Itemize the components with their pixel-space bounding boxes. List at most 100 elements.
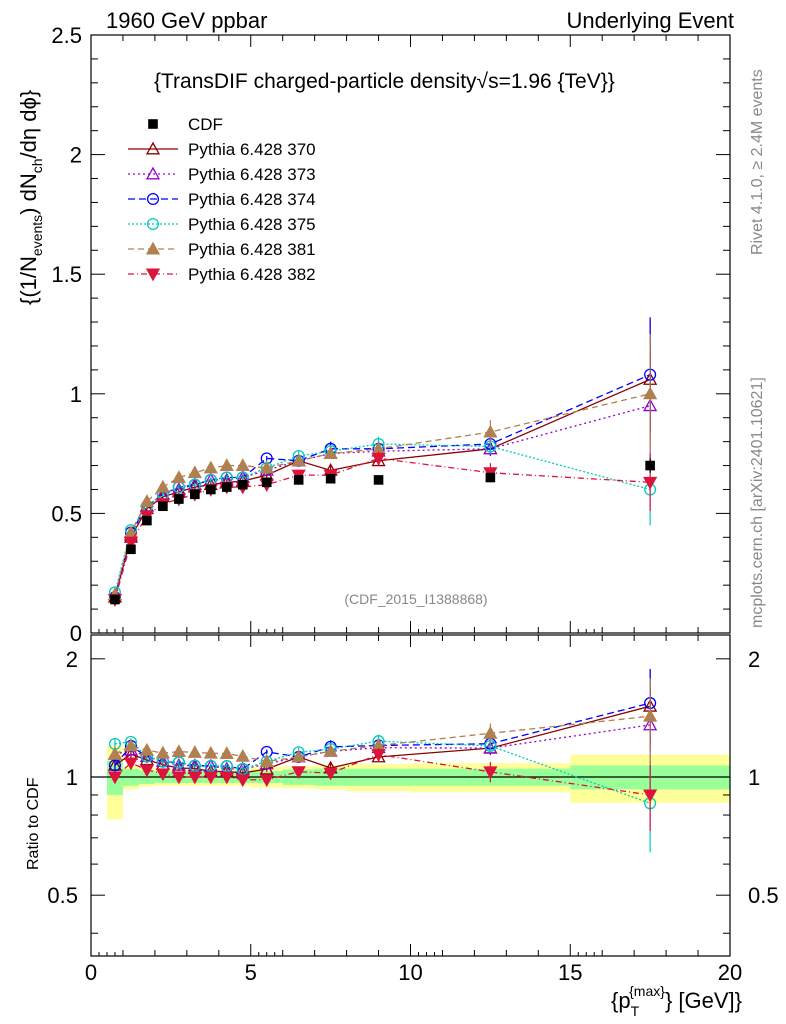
series-ratio-line: [114, 740, 651, 804]
x-label-sup: {max}: [629, 983, 665, 999]
series-ratio-point: [123, 757, 139, 771]
series-pythia-6.428-370: [107, 319, 658, 779]
chart-title-sqrt: √: [477, 70, 489, 93]
y-axis-label: {(1/Nevents) dNch/dη dϕ}: [16, 90, 45, 305]
series-pythia-6.428-373: [107, 345, 658, 778]
series-point: [123, 536, 139, 550]
main-plot-frame: [90, 34, 731, 634]
series-ratio-point: [139, 742, 155, 756]
chart-title: {TransDIF charged-particle density√s=1.9…: [154, 70, 615, 93]
series-ratio-point: [204, 759, 217, 773]
axis-ticks: 0 5 10 15 20 0 0.5 1 1.5 2 2.5 0.5 0.5 1 1 2 2: [47, 23, 778, 985]
series-ratio-point: [291, 749, 306, 763]
cdf-point: [261, 477, 272, 488]
cdf-point: [221, 482, 232, 492]
legend-item: Pythia 6.428 382: [128, 265, 316, 284]
series-line: [114, 374, 651, 598]
series-ratio-point: [235, 748, 250, 762]
cdf-point: [110, 594, 120, 605]
y-tick-label: 1: [70, 382, 82, 407]
series-ratio-point: [219, 746, 234, 759]
series-point: [643, 476, 658, 490]
cdf-point: [190, 489, 200, 500]
ratio-plot-frame: [90, 634, 731, 957]
series-point: [235, 458, 250, 472]
series-point: [291, 453, 306, 467]
series-point: [187, 465, 202, 479]
chart-title-tail: s=1.96 {TeV}}: [488, 70, 615, 93]
legend-marker: [145, 268, 161, 282]
y-label-sub-events: events: [29, 215, 45, 256]
series-point: [483, 424, 498, 438]
legend-label: CDF: [188, 115, 223, 134]
y-label-tail: /dη dϕ}: [16, 90, 41, 159]
y-tick-label: 1.5: [51, 262, 82, 287]
x-tick-label: 5: [245, 960, 257, 985]
y-tick-label: 0: [70, 621, 82, 646]
x-tick-label: 10: [398, 960, 422, 985]
ratio-y-tick-label: 1: [66, 765, 78, 790]
legend-label: Pythia 6.428 370: [188, 140, 316, 159]
series-ratio-point: [123, 738, 139, 752]
x-tick-label: 0: [85, 960, 97, 985]
series-pythia-6.428-381: [107, 334, 658, 767]
series-point: [139, 494, 155, 507]
series-ratio-point: [155, 745, 170, 759]
y-tick-label: 0.5: [51, 501, 82, 526]
chart-title-main: {TransDIF charged-particle density: [154, 70, 477, 93]
x-label-main: {p: [611, 988, 631, 1013]
series-ratio-point: [203, 745, 218, 759]
legend-marker: [145, 241, 161, 255]
cdf-point: [158, 501, 168, 512]
series-ratio-point: [643, 708, 658, 722]
series-ratio-point: [323, 743, 338, 757]
series-ratio-point: [171, 757, 186, 771]
legend-item: Pythia 6.428 374: [128, 190, 316, 209]
cdf-point: [174, 494, 184, 504]
series-ratio-point: [187, 745, 202, 758]
ratio-y-tick-label-right: 0.5: [748, 883, 779, 908]
rivet-label: Rivet 4.1.0, ≥ 2.4M events: [749, 69, 766, 255]
header-right: Underlying Event: [566, 8, 734, 33]
series-ratio-point: [291, 766, 306, 780]
header-left: 1960 GeV ppbar: [106, 8, 267, 33]
y-label-main: {(1/N: [16, 256, 41, 305]
ratio-y-tick-label: 0.5: [47, 883, 78, 908]
legend-marker: [146, 217, 160, 231]
y-tick-label: 2: [70, 143, 82, 168]
series-point: [259, 460, 274, 474]
legend-label: Pythia 6.428 382: [188, 265, 316, 284]
legend-marker: [145, 141, 161, 155]
series-ratio-point: [187, 771, 202, 785]
ratio-y-axis-label: Ratio to CDF: [25, 777, 42, 870]
series-ratio-point: [259, 774, 274, 788]
series-ratio-point: [107, 746, 123, 760]
series-cdf: [110, 458, 655, 605]
series-ratio-point: [188, 759, 201, 772]
series-point: [155, 479, 170, 493]
series-ratio-point: [171, 771, 186, 785]
series-ratio-point: [171, 744, 186, 758]
series-point: [171, 470, 186, 483]
cdf-point: [237, 479, 248, 490]
legend-item: Pythia 6.428 373: [128, 165, 316, 184]
series-ratio-point: [371, 749, 386, 762]
legend-label: Pythia 6.428 381: [188, 240, 316, 259]
cdf-point: [126, 544, 136, 555]
cdf-point: [293, 475, 304, 485]
x-axis-label: {pT {max}} [GeV]}: [611, 983, 742, 1019]
series-layer: [107, 317, 658, 853]
series-point: [323, 446, 338, 460]
x-label-sub: T: [631, 1003, 640, 1019]
series-point: [219, 458, 234, 472]
ratio-y-tick-label: 2: [66, 647, 78, 672]
series-line: [114, 457, 651, 600]
series-ratio-point: [108, 759, 122, 772]
x-label-tail: } [GeV]}: [665, 988, 742, 1013]
series-ratio-point: [203, 771, 218, 785]
y-label-sub-ch: ch: [29, 158, 45, 173]
series-ratio-point: [259, 754, 274, 767]
legend-item: Pythia 6.428 381: [128, 240, 316, 259]
series-point: [643, 386, 658, 400]
cdf-point: [142, 515, 152, 526]
